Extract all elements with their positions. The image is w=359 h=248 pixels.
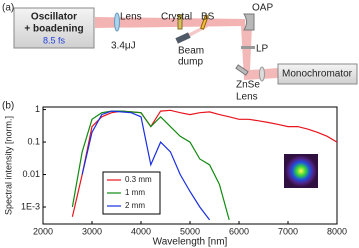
panel-label: (b): [2, 101, 14, 112]
label: Oscillator: [31, 12, 77, 23]
label: OAP: [252, 3, 273, 14]
y-tick-label: 0.01: [22, 169, 40, 179]
label: 3.4μJ: [111, 41, 136, 52]
beam: [241, 26, 278, 80]
lens: [114, 12, 120, 32]
x-tick-label: 6000: [229, 226, 249, 236]
label: Lens: [236, 92, 258, 103]
beam-dump: [175, 32, 191, 44]
x-tick-label: 5000: [180, 226, 200, 236]
crystal: [177, 14, 183, 30]
label: BS: [201, 12, 215, 23]
label: Lens: [120, 12, 142, 23]
label: Monochromator: [282, 69, 353, 80]
series-line: [71, 110, 230, 221]
x-tick-label: 4000: [131, 226, 151, 236]
znse-lens: [259, 66, 265, 82]
label: dump: [178, 57, 203, 68]
y-axis-label: Spectral intensity [norm.]: [3, 116, 13, 215]
legend-label: 0.3 mm: [125, 175, 152, 184]
beam-profile: [285, 155, 317, 187]
long-pass-filter: [241, 46, 255, 49]
x-tick-label: 3000: [82, 226, 102, 236]
oscillator-box: [13, 7, 95, 49]
label: + boadening: [24, 24, 83, 35]
label: Crystal: [161, 12, 192, 23]
label: 8.5 fs: [43, 35, 66, 45]
x-tick-label: 2000: [33, 226, 53, 236]
legend-label: 2 mm: [125, 201, 145, 210]
x-axis-label: Wavelength [nm]: [153, 237, 228, 248]
panel-label: (a): [2, 3, 14, 14]
beam-splitter: [200, 14, 209, 30]
beam: [95, 17, 245, 28]
label: ZnSe: [236, 80, 260, 91]
y-tick-label: 1E-3: [21, 201, 40, 211]
label: LP: [256, 44, 269, 55]
monochromator-box: [277, 63, 358, 85]
legend-label: 1 mm: [125, 188, 145, 197]
y-tick-label: 0.1: [27, 136, 40, 146]
x-tick-label: 7000: [278, 226, 298, 236]
oap-mirror: [243, 13, 255, 31]
mirror: [235, 64, 249, 76]
series-line: [81, 110, 211, 221]
y-tick-label: 1: [35, 104, 40, 114]
label: Beam: [178, 46, 204, 57]
x-tick-label: 8000: [327, 226, 347, 236]
